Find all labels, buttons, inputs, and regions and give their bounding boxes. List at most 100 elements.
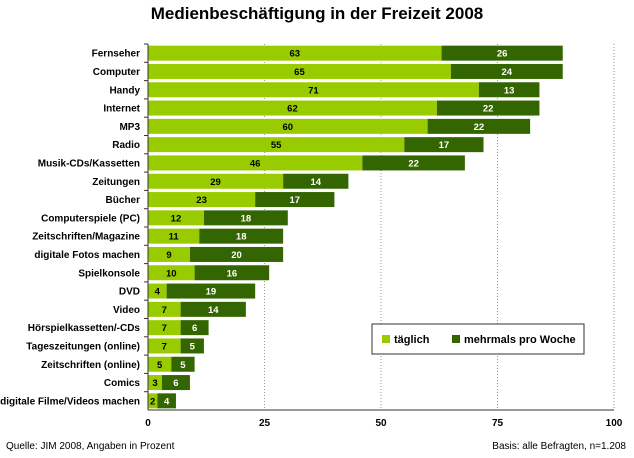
value-label: 55 — [271, 140, 282, 151]
category-label: Handy — [109, 85, 140, 96]
value-label: 22 — [483, 104, 494, 115]
bar-taeglich — [148, 63, 451, 79]
bar-mehrmals-pro-woche — [166, 283, 256, 299]
category-label: Zeitschriften/Magazine — [32, 232, 140, 243]
bar-mehrmals-pro-woche — [157, 393, 176, 409]
bar-taeglich — [148, 338, 181, 354]
bar-taeglich — [148, 393, 158, 409]
bar-mehrmals-pro-woche — [161, 375, 190, 391]
bar-taeglich — [148, 265, 195, 281]
category-label: Comics — [104, 378, 141, 389]
value-label: 7 — [162, 341, 167, 352]
value-label: 5 — [157, 360, 163, 371]
value-label: 14 — [208, 305, 219, 316]
value-label: 6 — [173, 378, 178, 389]
bar-taeglich — [148, 118, 428, 134]
bar-taeglich — [148, 283, 167, 299]
value-label: 9 — [166, 250, 171, 261]
value-label: 24 — [502, 67, 513, 78]
legend-swatch — [452, 335, 460, 343]
bar-taeglich — [148, 320, 181, 336]
bar-mehrmals-pro-woche — [404, 137, 484, 153]
value-label: 4 — [164, 396, 170, 407]
category-label: Zeitschriften (online) — [41, 360, 140, 371]
value-label: 22 — [408, 158, 419, 169]
value-label: 4 — [155, 287, 161, 298]
legend-box — [371, 323, 585, 355]
category-label: Computer — [93, 67, 140, 78]
value-label: 7 — [162, 323, 167, 334]
value-label: 65 — [294, 67, 305, 78]
category-label: Fernseher — [92, 49, 140, 60]
value-label: 71 — [308, 85, 319, 96]
bar-mehrmals-pro-woche — [427, 118, 531, 134]
category-label: Radio — [112, 140, 140, 151]
value-label: 5 — [190, 341, 196, 352]
bar-taeglich — [148, 82, 479, 98]
bar-mehrmals-pro-woche — [203, 210, 288, 226]
chart-title: Medienbeschäftigung in der Freizeit 2008 — [151, 4, 484, 23]
bar-taeglich — [148, 246, 190, 262]
category-label: digitale Filme/Videos machen — [0, 396, 140, 407]
x-tick-label: 0 — [145, 418, 151, 429]
category-label: Internet — [103, 104, 140, 115]
x-tick-label: 100 — [606, 418, 623, 429]
value-label: 3 — [152, 378, 157, 389]
value-label: 22 — [474, 122, 485, 133]
value-label: 18 — [241, 213, 252, 224]
bar-mehrmals-pro-woche — [441, 45, 563, 61]
value-label: 18 — [236, 232, 247, 243]
bar-mehrmals-pro-woche — [362, 155, 465, 171]
bar-mehrmals-pro-woche — [255, 192, 335, 208]
bar-mehrmals-pro-woche — [180, 338, 204, 354]
bar-mehrmals-pro-woche — [180, 301, 246, 317]
x-tick-label: 25 — [259, 418, 271, 429]
value-label: 60 — [283, 122, 294, 133]
bar-taeglich — [148, 228, 200, 244]
gridlines — [264, 44, 615, 410]
bar-taeglich — [148, 210, 204, 226]
legend-label: täglich — [394, 334, 430, 346]
bar-mehrmals-pro-woche — [436, 100, 540, 116]
value-label: 19 — [206, 287, 217, 298]
category-label: MP3 — [119, 122, 140, 133]
bar-mehrmals-pro-woche — [199, 228, 284, 244]
value-label: 29 — [210, 177, 221, 188]
legend-label: mehrmals pro Woche — [464, 334, 576, 346]
legend: täglich mehrmals pro Woche — [371, 323, 585, 355]
bar-taeglich — [148, 356, 172, 372]
bar-mehrmals-pro-woche — [171, 356, 195, 372]
value-label: 2 — [150, 396, 155, 407]
value-label: 13 — [504, 85, 515, 96]
bar-taeglich — [148, 137, 405, 153]
category-label: Hörspielkassetten/-CDs — [28, 323, 141, 334]
bar-mehrmals-pro-woche — [450, 63, 563, 79]
category-label: Musik-CDs/Kassetten — [38, 158, 140, 169]
bar-mehrmals-pro-woche — [189, 246, 284, 262]
value-label: 26 — [497, 49, 508, 60]
value-label: 11 — [169, 232, 180, 243]
x-tick-label: 50 — [375, 418, 387, 429]
x-tick-label: 75 — [492, 418, 504, 429]
bar-taeglich — [148, 301, 181, 317]
value-label: 62 — [287, 104, 298, 115]
category-label: Zeitungen — [92, 177, 140, 188]
category-label: Video — [113, 305, 140, 316]
bar-taeglich — [148, 100, 437, 116]
bar-mehrmals-pro-woche — [194, 265, 270, 281]
basis-note: Basis: alle Befragten, n=1.208 — [492, 441, 626, 452]
value-label: 46 — [250, 158, 261, 169]
value-label: 10 — [166, 268, 177, 279]
value-label: 20 — [231, 250, 242, 261]
bar-taeglich — [148, 173, 284, 189]
bar-taeglich — [148, 375, 162, 391]
category-label: Computerspiele (PC) — [41, 213, 140, 224]
value-label: 7 — [162, 305, 167, 316]
value-label: 16 — [227, 268, 238, 279]
value-label: 23 — [196, 195, 207, 206]
x-axis: 0 25 50 75 100 — [144, 43, 623, 429]
category-label: DVD — [119, 287, 140, 298]
value-label: 6 — [192, 323, 197, 334]
